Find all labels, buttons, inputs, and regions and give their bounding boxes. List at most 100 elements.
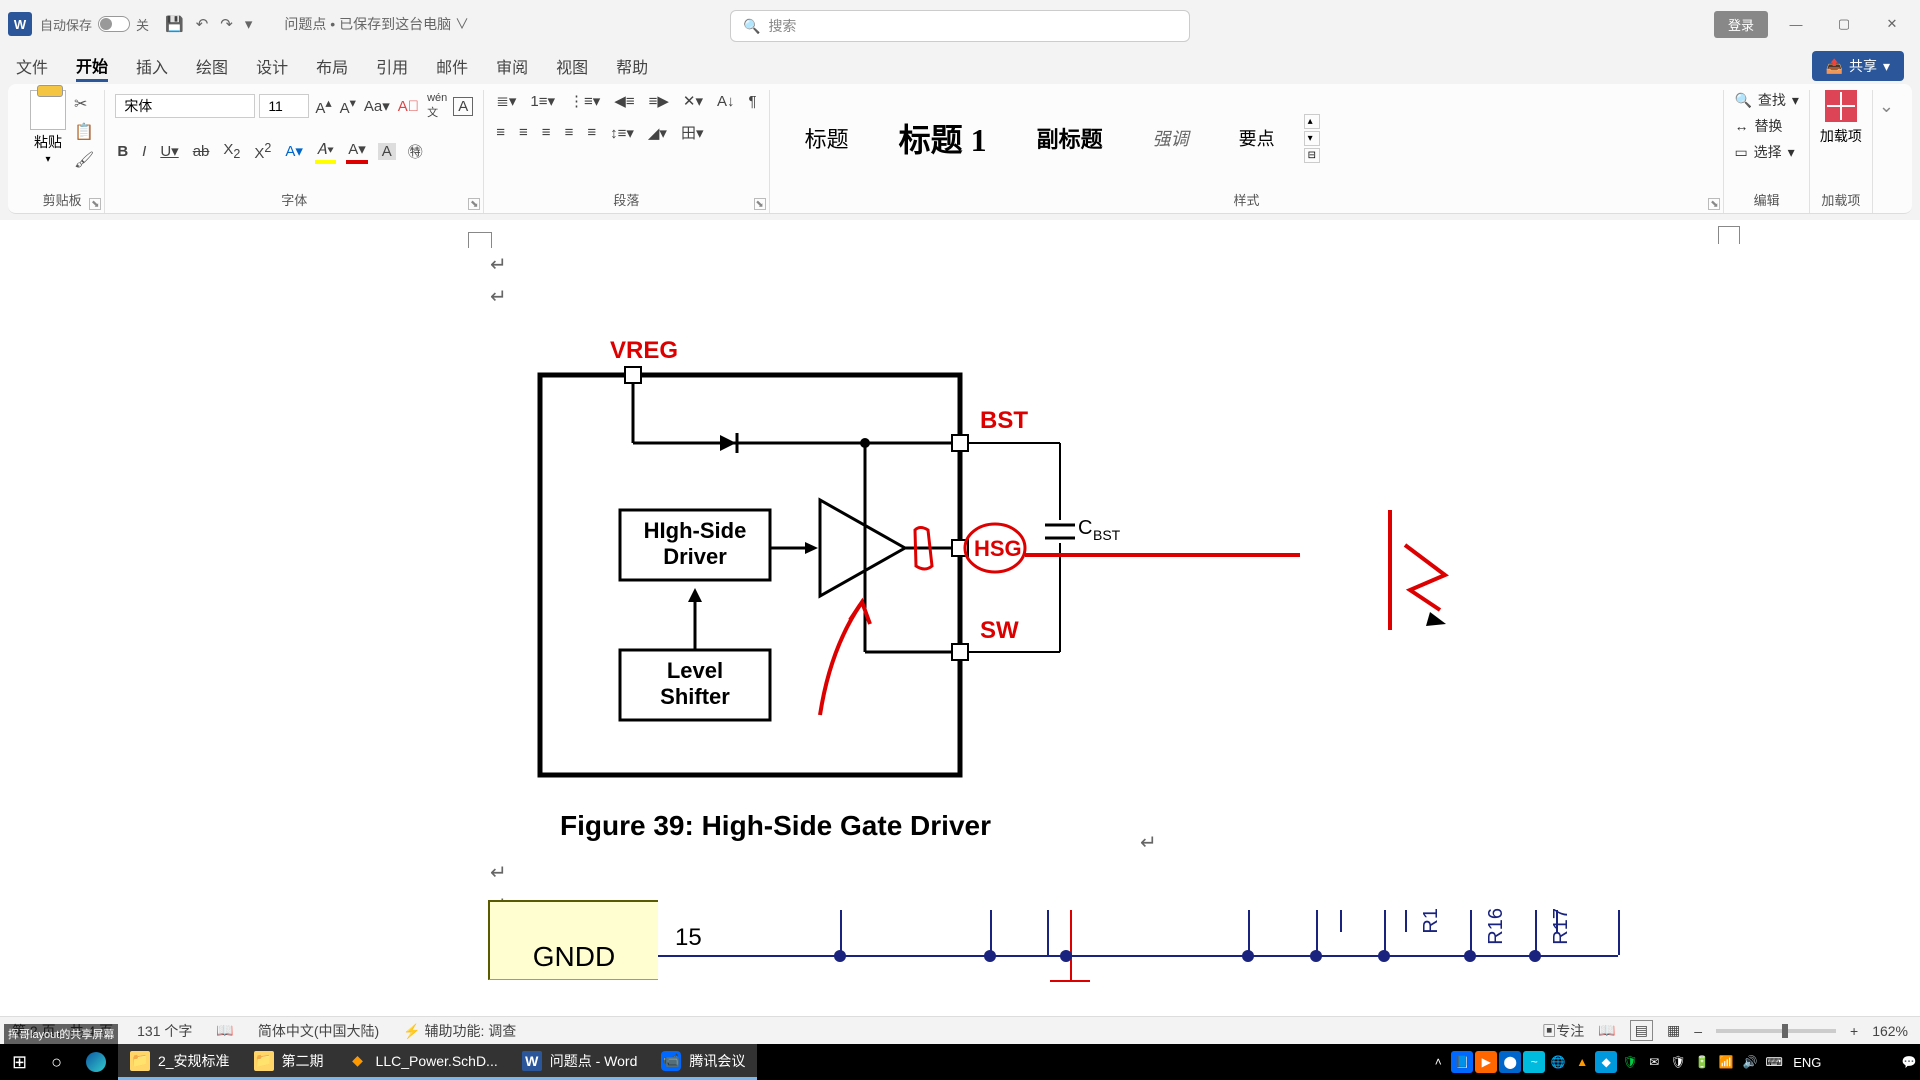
autosave-toggle[interactable]: 自动保存 关 (40, 15, 149, 34)
tab-references[interactable]: 引用 (376, 52, 408, 80)
underline-button[interactable]: U▾ (158, 140, 180, 162)
bullets-icon[interactable]: ≣▾ (494, 90, 518, 112)
line-spacing-icon[interactable]: ↕≡▾ (608, 122, 636, 144)
tab-view[interactable]: 视图 (556, 52, 588, 80)
tray-icon[interactable]: ✉ (1643, 1051, 1665, 1073)
tray-icon[interactable]: 🛡 (1619, 1051, 1641, 1073)
maximize-button[interactable]: ▢ (1824, 8, 1864, 40)
tab-draw[interactable]: 绘图 (196, 52, 228, 80)
tb-folder1[interactable]: 📁2_安规标准 (118, 1044, 242, 1080)
borders-icon[interactable]: 田▾ (679, 120, 706, 145)
zoom-slider[interactable] (1716, 1029, 1836, 1033)
tb-word[interactable]: W问题点 - Word (510, 1044, 650, 1080)
tray-icon[interactable]: ▶ (1475, 1051, 1497, 1073)
ruler-indent-marker[interactable] (468, 232, 492, 248)
show-marks-icon[interactable]: ¶ (747, 91, 759, 112)
document-title[interactable]: 问题点 • 已保存到这台电脑 ∨ (284, 14, 469, 34)
share-button[interactable]: 📤 共享 ▾ (1812, 51, 1904, 81)
print-layout-icon[interactable]: ▤ (1630, 1020, 1653, 1041)
tray-icon[interactable]: ◆ (1595, 1051, 1617, 1073)
read-mode-icon[interactable]: 📖 (1598, 1022, 1615, 1039)
tb-tencent-meeting[interactable]: 📹腾讯会议 (649, 1044, 757, 1080)
numbering-icon[interactable]: 1≡▾ (528, 90, 557, 112)
paste-button[interactable]: 粘贴 ▾ (30, 90, 66, 165)
style-point[interactable]: 要点 (1214, 114, 1300, 162)
font-name-select[interactable] (115, 94, 255, 118)
tab-layout[interactable]: 布局 (316, 52, 348, 80)
decrease-indent-icon[interactable]: ◀≡ (612, 90, 636, 112)
subscript-button[interactable]: X2 (221, 139, 242, 163)
autosave-switch[interactable] (98, 16, 130, 32)
document-area[interactable]: ↵ ↵ VREG BST SW (0, 220, 1920, 1032)
select-button[interactable]: ▭ 选择 ▾ (1734, 142, 1794, 162)
align-right-icon[interactable]: ≡ (540, 122, 553, 143)
temp-widget[interactable]: 54℃ CPU温度 (1356, 1048, 1425, 1077)
char-border-icon[interactable]: A (453, 97, 473, 116)
notifications-icon[interactable]: 💬 (1898, 1051, 1920, 1073)
tray-icon[interactable]: ~ (1523, 1051, 1545, 1073)
strike-button[interactable]: ab (191, 141, 212, 162)
focus-mode[interactable]: ▣专注 (1542, 1021, 1584, 1041)
redo-icon[interactable]: ↷ (220, 15, 233, 33)
align-center-icon[interactable]: ≡ (517, 122, 530, 143)
change-case-icon[interactable]: Aa▾ (362, 95, 392, 117)
undo-icon[interactable]: ↶ (196, 15, 209, 33)
zoom-in-button[interactable]: + (1850, 1023, 1858, 1039)
tb-altium[interactable]: ◆LLC_Power.SchD... (336, 1044, 510, 1080)
style-gallery-nav[interactable]: ▴ ▾ ⊟ (1300, 114, 1324, 163)
zoom-level[interactable]: 162% (1872, 1023, 1908, 1039)
replace-button[interactable]: ↔ 替换 (1734, 116, 1782, 136)
minimize-button[interactable]: — (1776, 8, 1816, 40)
multilevel-icon[interactable]: ⋮≡▾ (567, 90, 602, 112)
cortana-button[interactable]: ○ (39, 1044, 74, 1080)
tray-icon[interactable]: 🌐 (1547, 1051, 1569, 1073)
search-box[interactable]: 🔍 搜索 (730, 10, 1190, 42)
save-icon[interactable]: 💾 (165, 15, 184, 33)
char-shading-icon[interactable]: A (378, 143, 396, 160)
tab-insert[interactable]: 插入 (136, 52, 168, 80)
tray-up-icon[interactable]: ˄ (1427, 1051, 1449, 1073)
font-dialog-launcher[interactable]: ⬊ (468, 198, 480, 210)
tab-home[interactable]: 开始 (76, 51, 108, 82)
tray-icon[interactable]: 🛡 (1667, 1051, 1689, 1073)
zoom-out-button[interactable]: – (1694, 1023, 1702, 1039)
style-heading1[interactable]: 标题 1 (874, 104, 1012, 172)
language-status[interactable]: 简体中文(中国大陆) (258, 1021, 379, 1041)
find-button[interactable]: 🔍 查找 ▾ (1734, 90, 1798, 110)
decrease-font-icon[interactable]: A▾ (338, 93, 358, 119)
clipboard-dialog-launcher[interactable]: ⬊ (89, 198, 101, 210)
enclose-char-icon[interactable]: ㊕ (406, 139, 425, 164)
bold-button[interactable]: B (115, 141, 130, 162)
wifi-icon[interactable]: 📶 (1715, 1051, 1737, 1073)
superscript-button[interactable]: X2 (252, 139, 273, 164)
sort-icon[interactable]: A↓ (715, 91, 737, 112)
ruler-right-marker[interactable] (1718, 226, 1740, 244)
tray-icon[interactable]: 📘 (1451, 1051, 1473, 1073)
ime-indicator[interactable]: ENG (1787, 1051, 1827, 1073)
phonetic-icon[interactable]: wén文 (425, 90, 449, 122)
asian-layout-icon[interactable]: ✕▾ (681, 90, 705, 112)
style-subtitle[interactable]: 副标题 (1012, 111, 1128, 165)
shading-icon[interactable]: ◢▾ (646, 122, 669, 144)
text-effects-icon[interactable]: A▾ (283, 140, 305, 162)
style-title[interactable]: 标题 (780, 111, 874, 165)
tray-icon[interactable]: ▲ (1571, 1051, 1593, 1073)
style-emphasis[interactable]: 强调 (1128, 114, 1214, 162)
align-left-icon[interactable]: ≡ (494, 122, 507, 143)
word-count[interactable]: 131 个字 (137, 1021, 192, 1041)
qat-dropdown-icon[interactable]: ▾ (245, 15, 253, 33)
volume-icon[interactable]: 🔊 (1739, 1051, 1761, 1073)
font-size-select[interactable] (259, 94, 309, 118)
ribbon-collapse-icon[interactable]: ⌄ (1873, 90, 1900, 213)
justify-icon[interactable]: ≡ (563, 122, 576, 143)
edge-button[interactable] (74, 1044, 118, 1080)
increase-indent-icon[interactable]: ≡▶ (647, 90, 671, 112)
tray-icon[interactable]: ⬤ (1499, 1051, 1521, 1073)
spell-check-icon[interactable]: 📖 (216, 1022, 233, 1039)
accessibility-status[interactable]: ⚡ 辅助功能: 调查 (403, 1021, 516, 1041)
login-button[interactable]: 登录 (1714, 11, 1768, 38)
web-layout-icon[interactable]: ▦ (1667, 1022, 1680, 1039)
cut-icon[interactable]: ✂ (74, 94, 94, 114)
tab-design[interactable]: 设计 (256, 52, 288, 80)
highlight-icon[interactable]: 𝐴▾ (315, 139, 336, 164)
